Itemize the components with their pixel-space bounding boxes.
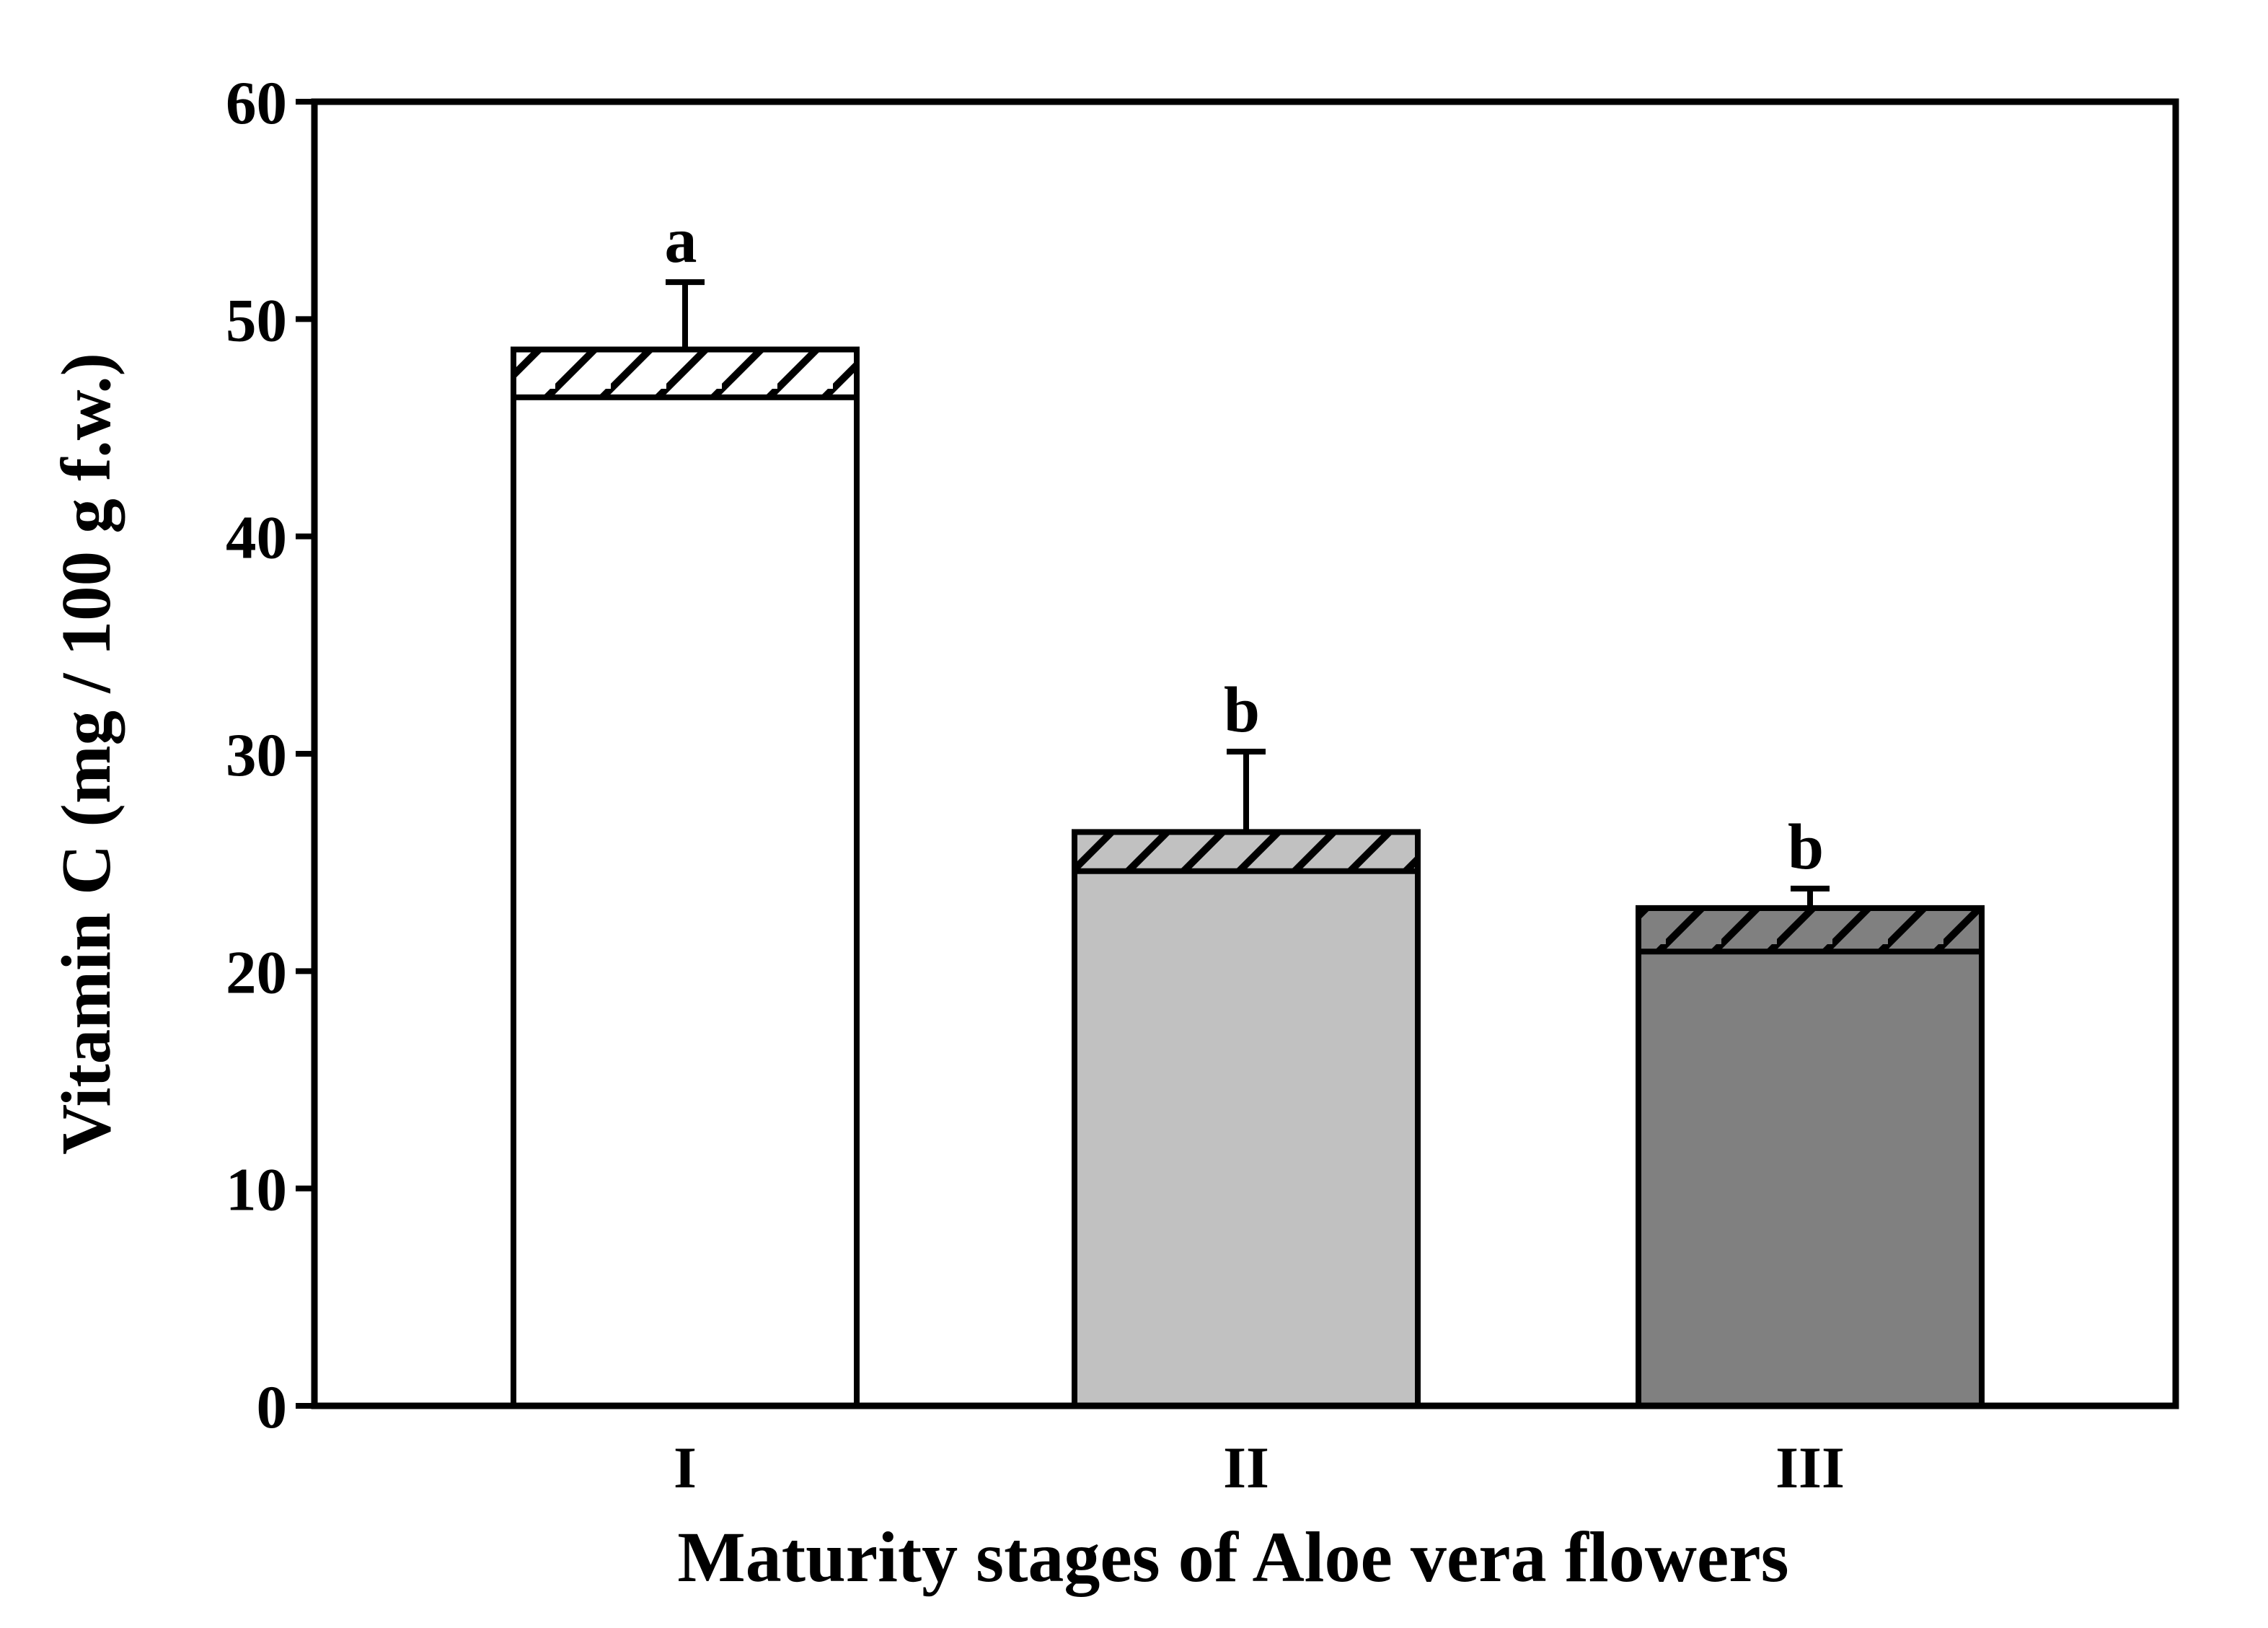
bar-iii-hatch-band	[1636, 905, 1985, 955]
y-tick-label-0: 0	[257, 1373, 288, 1441]
bar-i	[511, 346, 860, 1409]
y-tick-label-60: 60	[226, 69, 287, 137]
y-tick-label-50: 50	[226, 286, 287, 354]
y-axis-title: Vitamin C (mg / 100 g f.w.)	[48, 353, 125, 1155]
x-axis-title: Maturity stages of Aloe vera flowers	[677, 1517, 1788, 1597]
bar-ii-sig-letter: b	[1224, 674, 1260, 746]
bar-i-sig-letter: a	[665, 205, 697, 276]
bar-i-category-label: I	[674, 1435, 697, 1500]
bar-iii-category-label: III	[1775, 1435, 1845, 1500]
y-tick-label-10: 10	[226, 1156, 287, 1224]
bar-iii	[1636, 905, 1985, 1409]
y-tick-label-20: 20	[226, 938, 287, 1006]
bar-ii-category-label: II	[1223, 1435, 1269, 1500]
plot-border	[311, 98, 2179, 1409]
bar-ii-hatch-band	[1072, 829, 1421, 874]
y-tick-label-30: 30	[226, 721, 287, 789]
bar-iii-sig-letter: b	[1788, 811, 1824, 883]
y-tick-label-40: 40	[226, 504, 287, 572]
bar-i-hatch-band	[511, 346, 860, 400]
bar-ii	[1072, 829, 1421, 1409]
